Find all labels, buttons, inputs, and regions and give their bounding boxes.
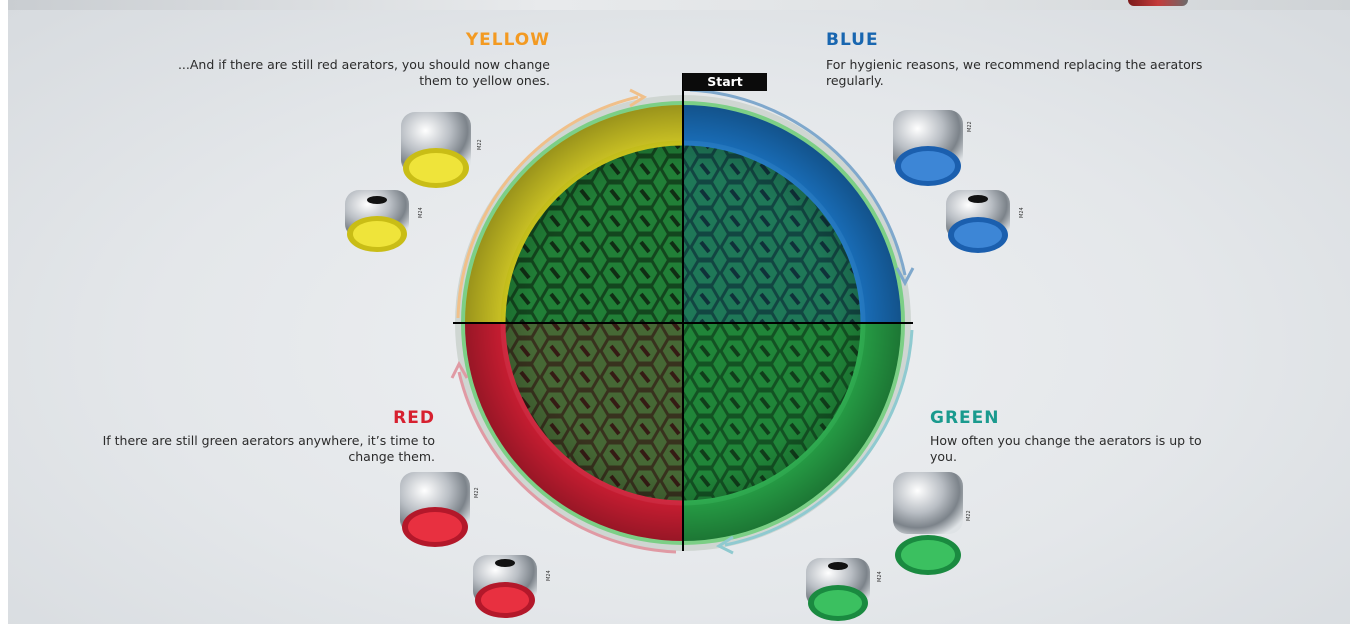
green-aerator-m22 (893, 472, 963, 575)
red-m22-size-label: M22 (474, 487, 480, 498)
yellow-description: ...And if there are still red aerators, … (177, 57, 550, 88)
red-description: If there are still green aerators anywhe… (102, 433, 435, 464)
yellow-heading: YELLOW (465, 30, 550, 50)
blue-description: For hygienic reasons, we recommend repla… (826, 57, 1203, 88)
blue-aerator-m22 (893, 110, 963, 186)
yellow-m22-size-label: M22 (477, 139, 483, 150)
blue-m22-size-label: M22 (967, 121, 973, 132)
red-heading: RED (393, 408, 435, 428)
red-aerator-m22 (400, 472, 470, 547)
yellow-m24-size-label: M24 (418, 207, 424, 218)
green-m24-size-label: M24 (877, 571, 883, 582)
green-arrowhead (715, 535, 734, 555)
green-heading: GREEN (930, 408, 1000, 428)
yellow-arrowhead (629, 88, 648, 108)
blue-cycle-arrow (689, 88, 907, 276)
green-m22-size-label: M22 (966, 510, 972, 521)
yellow-aerator-m24 (345, 190, 409, 252)
blue-m24-size-label: M24 (1019, 207, 1025, 218)
blue-arrowhead (895, 267, 915, 287)
start-label: Start (683, 73, 767, 91)
blue-aerator-m24 (946, 190, 1010, 253)
green-description: How often you change the aerators is up … (930, 433, 1202, 464)
blue-heading: BLUE (826, 30, 879, 50)
yellow-aerator-m22 (401, 112, 471, 188)
red-arrowhead (450, 360, 469, 379)
red-aerator-m24 (473, 555, 537, 618)
red-m24-size-label: M24 (546, 570, 552, 581)
green-cycle-arrow (724, 329, 914, 547)
yellow-cycle-arrow (456, 95, 639, 319)
red-cycle-arrow (457, 371, 677, 554)
top-banner-strip (8, 0, 1350, 10)
green-aerator-m24 (806, 558, 870, 621)
banner-accent (1128, 0, 1188, 6)
